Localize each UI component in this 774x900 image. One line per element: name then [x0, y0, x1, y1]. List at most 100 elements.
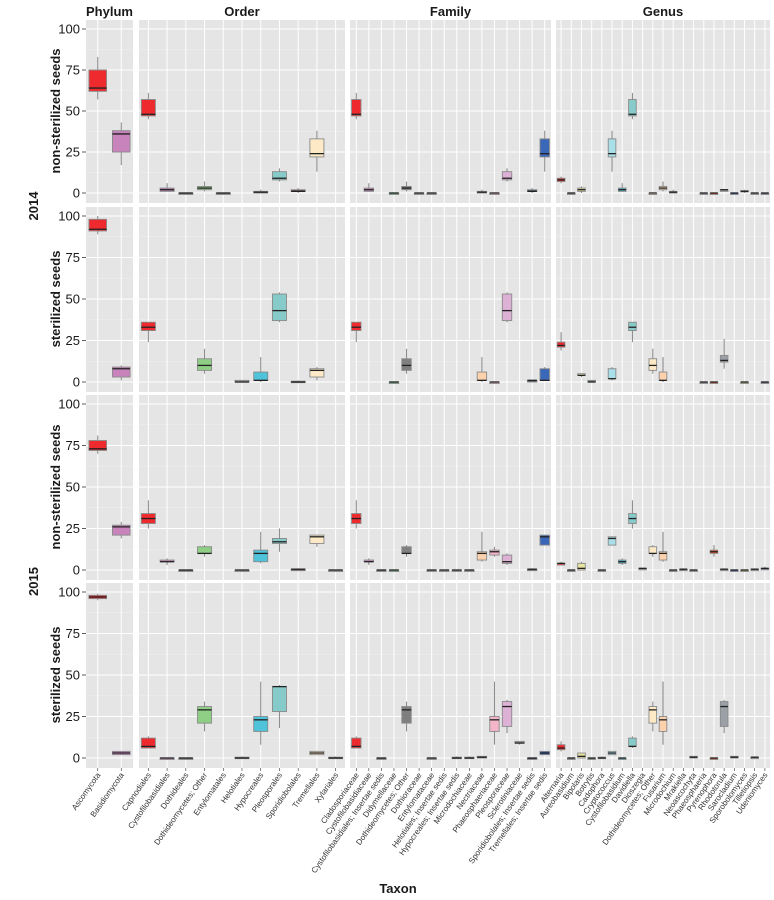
box-cystofilobasidium	[617, 558, 627, 566]
box-iqr	[197, 358, 213, 371]
box-sporidiobolales-insertae-sedis	[526, 379, 538, 383]
panel-family-row1	[350, 207, 551, 392]
box-ascomycota	[88, 435, 108, 454]
y-tick-label: 25	[66, 145, 80, 160]
y-tick-label: 50	[66, 668, 80, 683]
box-iqr	[501, 701, 513, 727]
y-tick-label: 100	[58, 22, 80, 37]
box-phaeosphaeriaceae	[489, 381, 500, 384]
box-cryptococcus	[607, 367, 617, 381]
box-bipolaris	[577, 186, 586, 193]
facet-row-label: sterilized seeds	[48, 251, 63, 348]
box-iqr	[401, 546, 412, 554]
y-tick-label: 25	[66, 521, 80, 536]
box-hypocreales	[253, 189, 269, 194]
box-iqr	[401, 358, 412, 371]
box-iqr	[539, 534, 550, 546]
box-rhodotorula	[719, 189, 729, 192]
box-dothideomycetes-other	[648, 545, 658, 557]
box-davidiella	[628, 736, 637, 749]
box-iqr	[628, 99, 637, 117]
year-label: 2014	[26, 191, 41, 221]
box-iqr	[197, 546, 213, 554]
box-fusarium	[658, 181, 668, 192]
box-iqr	[351, 737, 362, 749]
box-xylariales	[328, 756, 344, 760]
box-dothideales	[178, 569, 194, 572]
box-cystofilobasidium	[617, 183, 627, 192]
box-iqr	[607, 536, 617, 546]
box-ascomycota	[88, 56, 108, 100]
box-sporobolomyces	[740, 189, 749, 193]
box-phaeosphaeriaceae	[489, 192, 500, 195]
box-helotiales	[234, 756, 250, 760]
box-iqr	[556, 744, 566, 751]
box-iqr	[556, 341, 566, 348]
box-didymellaceae	[388, 569, 400, 572]
facet-row-label: non-sterilized seeds	[48, 49, 63, 174]
box-iqr	[628, 321, 637, 331]
box-bipolaris	[577, 561, 586, 571]
box-iqr	[271, 293, 287, 322]
box-iqr	[140, 99, 156, 117]
box-ascomycota	[88, 593, 108, 601]
box-hypocreales	[253, 681, 269, 745]
y-tick-label: 0	[73, 563, 80, 578]
box-dothioraceae	[413, 192, 425, 195]
box-iqr	[476, 371, 488, 381]
box-sporidiobolales-insertae-sedis	[526, 188, 538, 193]
facet-column-label: Order	[224, 4, 259, 19]
box-pleosporaceae	[501, 553, 513, 566]
box-botrytis	[587, 757, 596, 760]
box-iqr	[577, 562, 586, 571]
box-iqr	[401, 706, 412, 724]
box-davidiella	[628, 321, 637, 343]
facet-row-label: sterilized seeds	[48, 627, 63, 724]
box-microdochiaceae	[464, 756, 475, 760]
box-dothideomycetes-other	[648, 348, 658, 374]
y-tick-label: 100	[58, 397, 80, 412]
box-tilletiopsis	[750, 756, 759, 760]
box-dothideomycetes-other	[401, 545, 412, 557]
box-cystofilobasidiales-insertae-sedis	[376, 757, 387, 760]
panel-family-row3	[350, 583, 551, 768]
box-cystofilobasidiales	[159, 757, 175, 760]
box-iqr	[628, 737, 637, 747]
box-dothideomycetes-other	[197, 701, 213, 732]
box-capnodiales	[140, 736, 156, 749]
box-udeniomyces	[760, 192, 770, 195]
box-dothideomycetes-other	[401, 348, 412, 374]
box-aureobasidium	[567, 192, 576, 195]
box-iqr	[607, 368, 617, 380]
box-tremellales-insertae-sedis	[539, 534, 550, 546]
box-alternaria	[556, 741, 566, 752]
box-iqr	[271, 171, 287, 181]
box-cladosporiaceae	[351, 500, 362, 529]
box-iqr	[253, 716, 269, 732]
box-iqr	[658, 716, 668, 732]
box-helotiales	[234, 569, 250, 572]
y-tick-label: 75	[66, 63, 80, 78]
box-dothideomycetes-other	[401, 701, 412, 732]
box-cadophora	[597, 756, 607, 760]
box-iqr	[140, 321, 156, 331]
box-dothideomycetes-other	[197, 348, 213, 374]
box-sarocladium	[730, 569, 739, 572]
box-iqr	[271, 538, 287, 544]
box-tremellales-insertae-sedis	[539, 367, 550, 381]
box-aureobasidium	[567, 757, 576, 760]
box-pyrenophora	[709, 545, 719, 557]
panel-order-row3	[139, 583, 345, 768]
box-sclerotiniaceae	[514, 740, 525, 745]
box-rhodotorula	[719, 568, 729, 572]
y-tick-label: 100	[58, 209, 80, 224]
box-entylomataceae	[426, 192, 437, 195]
box-tilletiopsis	[750, 192, 759, 195]
y-tick-label: 0	[73, 375, 80, 390]
panel-family-row2	[350, 395, 551, 580]
panel-phylum-row0	[86, 20, 133, 203]
panel-order-row1	[139, 207, 345, 392]
box-phaeosphaeriaceae	[489, 681, 500, 745]
panel-order-row0	[139, 20, 345, 203]
box-cryptococcus	[607, 130, 617, 172]
